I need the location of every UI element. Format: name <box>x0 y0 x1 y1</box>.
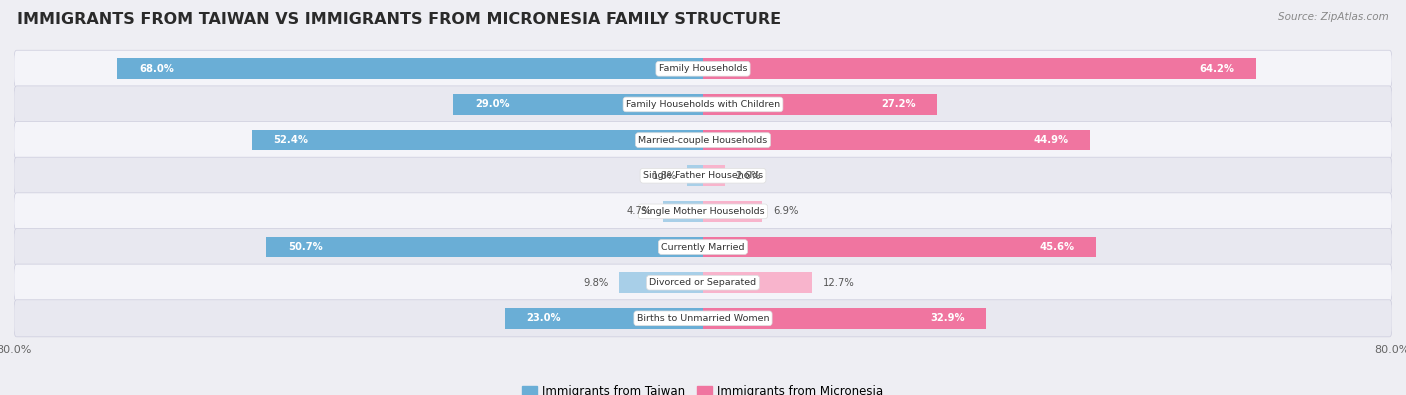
Text: 45.6%: 45.6% <box>1039 242 1074 252</box>
FancyBboxPatch shape <box>14 300 1392 337</box>
Bar <box>703 201 762 222</box>
Bar <box>703 272 813 293</box>
Bar <box>703 94 938 115</box>
Text: 68.0%: 68.0% <box>139 64 174 74</box>
Text: Family Households with Children: Family Households with Children <box>626 100 780 109</box>
Text: 12.7%: 12.7% <box>823 278 855 288</box>
Bar <box>252 130 703 150</box>
Legend: Immigrants from Taiwan, Immigrants from Micronesia: Immigrants from Taiwan, Immigrants from … <box>523 385 883 395</box>
FancyBboxPatch shape <box>14 50 1392 87</box>
Bar <box>703 308 987 329</box>
Text: Divorced or Separated: Divorced or Separated <box>650 278 756 287</box>
Text: 29.0%: 29.0% <box>475 100 509 109</box>
Bar <box>703 130 1090 150</box>
Text: 52.4%: 52.4% <box>273 135 308 145</box>
FancyBboxPatch shape <box>14 193 1392 230</box>
Text: IMMIGRANTS FROM TAIWAN VS IMMIGRANTS FROM MICRONESIA FAMILY STRUCTURE: IMMIGRANTS FROM TAIWAN VS IMMIGRANTS FRO… <box>17 12 780 27</box>
Text: 2.6%: 2.6% <box>735 171 761 181</box>
Bar <box>703 58 1256 79</box>
Text: 50.7%: 50.7% <box>288 242 322 252</box>
Bar <box>505 308 703 329</box>
FancyBboxPatch shape <box>14 86 1392 123</box>
FancyBboxPatch shape <box>14 157 1392 194</box>
Text: 1.8%: 1.8% <box>652 171 678 181</box>
Text: Births to Unmarried Women: Births to Unmarried Women <box>637 314 769 323</box>
Text: 6.9%: 6.9% <box>773 206 799 216</box>
FancyBboxPatch shape <box>14 122 1392 159</box>
FancyBboxPatch shape <box>14 228 1392 265</box>
Text: 4.7%: 4.7% <box>627 206 652 216</box>
Text: Married-couple Households: Married-couple Households <box>638 135 768 145</box>
Bar <box>688 166 703 186</box>
Text: 9.8%: 9.8% <box>583 278 609 288</box>
Bar <box>703 166 725 186</box>
Text: Single Mother Households: Single Mother Households <box>641 207 765 216</box>
Text: Source: ZipAtlas.com: Source: ZipAtlas.com <box>1278 12 1389 22</box>
Bar <box>266 237 703 258</box>
Bar <box>662 201 703 222</box>
FancyBboxPatch shape <box>14 264 1392 301</box>
Bar <box>453 94 703 115</box>
Text: Currently Married: Currently Married <box>661 243 745 252</box>
Text: 27.2%: 27.2% <box>882 100 915 109</box>
Bar <box>619 272 703 293</box>
Text: Single Father Households: Single Father Households <box>643 171 763 180</box>
Bar <box>117 58 703 79</box>
Bar <box>703 237 1095 258</box>
Text: Family Households: Family Households <box>659 64 747 73</box>
Text: 32.9%: 32.9% <box>931 313 965 324</box>
Text: 44.9%: 44.9% <box>1033 135 1069 145</box>
Text: 64.2%: 64.2% <box>1199 64 1234 74</box>
Text: 23.0%: 23.0% <box>526 313 561 324</box>
